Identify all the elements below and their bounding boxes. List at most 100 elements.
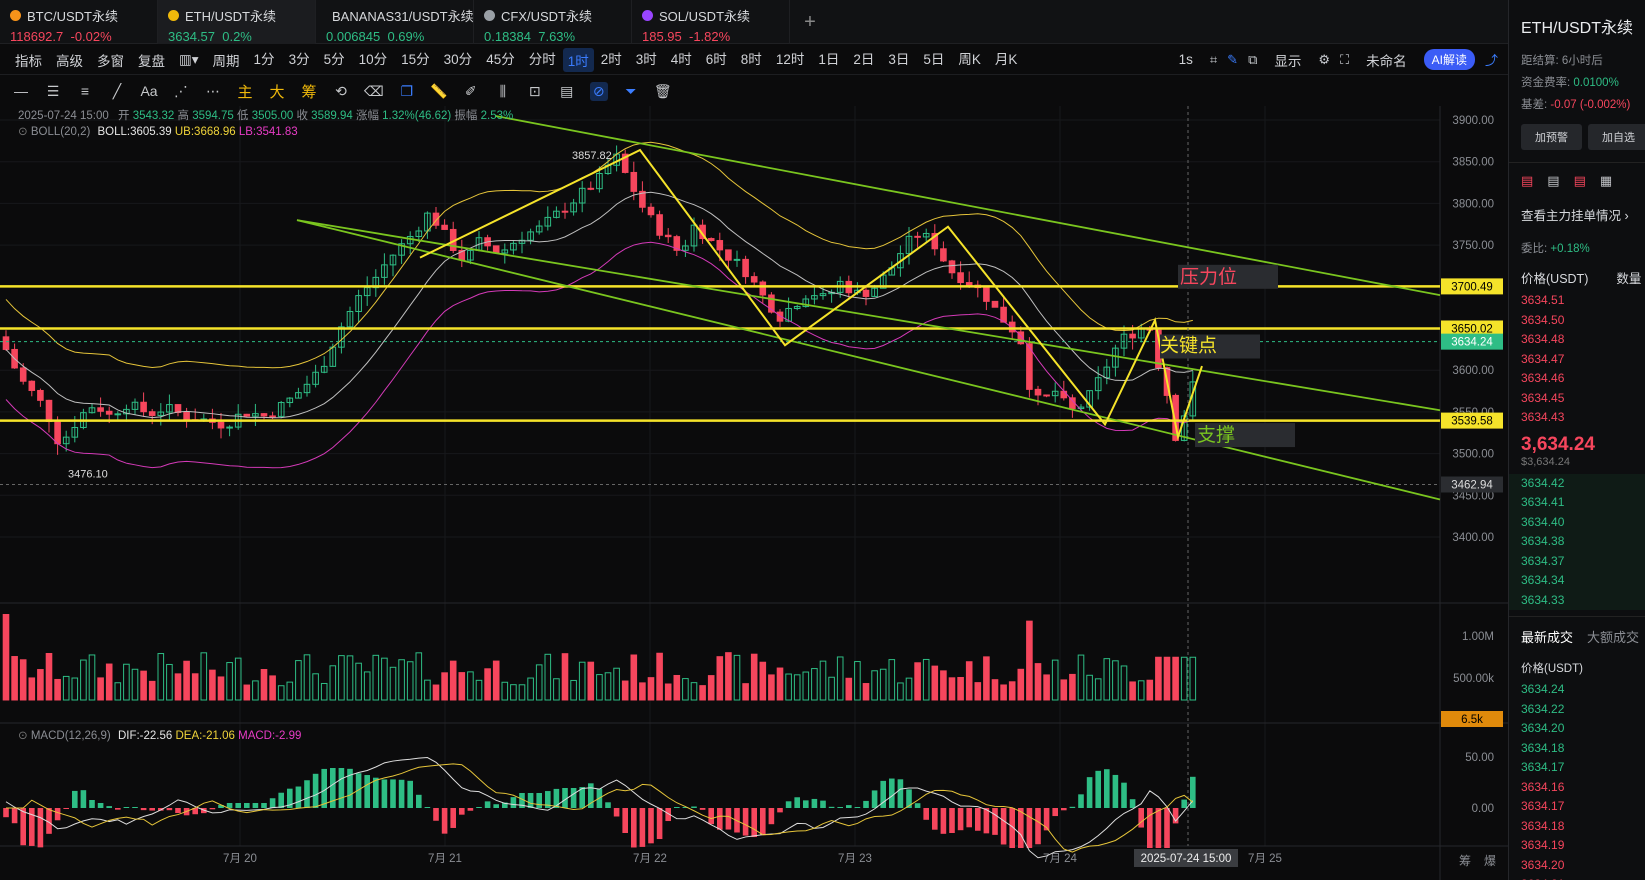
period-option[interactable]: 2时 (600, 51, 622, 67)
symbol-tab[interactable]: BANANAS31/USDT永续 0.006845 0.69% (316, 0, 474, 44)
layout-name-dropdown[interactable]: 未命名 (1366, 53, 1407, 69)
note-icon[interactable]: ▤ (560, 82, 574, 99)
price-row[interactable]: 3634.17 (1521, 760, 1565, 774)
period-option[interactable]: 3分 (288, 51, 310, 67)
add-watchlist-button[interactable]: 加自选 (1588, 124, 1645, 150)
interval-1s[interactable]: 1s (1178, 52, 1193, 67)
collapse-icon[interactable]: ⊙ (18, 730, 28, 742)
period-option[interactable]: 4时 (670, 51, 692, 67)
period-option[interactable]: 月K (994, 51, 1018, 67)
multi-window-button[interactable]: 多窗 (97, 53, 124, 69)
fullscreen-icon[interactable]: ⛶ (1340, 51, 1350, 67)
display-button[interactable]: 显示 (1274, 53, 1302, 69)
price-row[interactable]: 3634.22 (1521, 701, 1565, 716)
price-row[interactable]: 3634.33 (1521, 592, 1565, 607)
trend-line-icon[interactable]: ╱ (112, 82, 122, 99)
price-row[interactable]: 3634.18 (1521, 818, 1565, 833)
book-both-icon[interactable]: ▤ (1521, 173, 1534, 188)
price-row[interactable]: 3634.20 (1521, 857, 1565, 872)
period-option[interactable]: 15分 (401, 51, 430, 67)
price-row[interactable]: 3634.37 (1521, 553, 1565, 568)
price-row[interactable]: 3634.21 (1509, 875, 1645, 880)
chart-type-icon[interactable]: ▥▾ (179, 51, 199, 67)
period-option[interactable]: 10分 (358, 51, 388, 67)
period-option[interactable]: 1时 (562, 47, 594, 72)
period-option[interactable]: 3日 (888, 51, 910, 67)
period-option[interactable]: 12时 (775, 51, 805, 67)
big-trades-tab[interactable]: 大额成交 (1587, 630, 1640, 645)
period-option[interactable]: 1分 (253, 51, 275, 67)
gear-icon[interactable]: ⚙ (1318, 51, 1331, 67)
price-row[interactable]: 3634.24 (1521, 682, 1565, 696)
period-option[interactable]: 分时 (528, 51, 556, 67)
price-row[interactable]: 3634.48 (1521, 332, 1565, 346)
price-row[interactable]: 3634.20 (1521, 721, 1565, 735)
view-main-orders-link[interactable]: 查看主力挂单情况 › (1521, 209, 1629, 223)
trash-icon[interactable]: 🗑 (653, 82, 672, 99)
advanced-button[interactable]: 高级 (56, 53, 83, 69)
chip-toggle[interactable]: 筹 (301, 83, 317, 101)
boll-name[interactable]: BOLL(20,2) (30, 126, 91, 138)
price-row[interactable]: 3634.19 (1521, 838, 1565, 852)
period-option[interactable]: 30分 (443, 51, 473, 67)
indicator-button[interactable]: 指标 (15, 53, 42, 69)
book-ask-icon[interactable]: ▤ (1573, 173, 1586, 188)
symbol-tab[interactable]: ETH/USDT永续 3634.57 0.2% (158, 0, 316, 44)
book-grid-icon[interactable]: ▦ (1599, 173, 1613, 188)
symbol-tab[interactable]: CFX/USDT永续 0.18384 7.63% (474, 0, 632, 44)
share-icon[interactable]: ⤴ (1484, 53, 1498, 68)
main-chart-toggle[interactable]: 主 (237, 83, 253, 101)
price-row[interactable]: 3634.18 (1521, 740, 1565, 755)
more-icon[interactable]: ⋯ (206, 82, 220, 99)
price-row[interactable]: 3634.16 (1521, 779, 1565, 794)
lock-icon[interactable]: ⊡ (528, 82, 541, 99)
period-option[interactable]: 6时 (705, 51, 727, 67)
price-row[interactable]: 3634.17 (1521, 799, 1565, 813)
price-row[interactable]: 3634.34 (1521, 573, 1565, 587)
price-row[interactable]: 3634.40 (1521, 514, 1565, 529)
period-option[interactable]: 8时 (740, 51, 762, 67)
copy-icon[interactable]: ❐ (400, 82, 414, 99)
magnet-icon[interactable]: ⟲ (335, 82, 347, 99)
parallel-lines-icon[interactable]: ≡ (80, 83, 90, 99)
collapse-icon[interactable]: ⊙ (18, 126, 28, 138)
price-row[interactable]: 3634.47 (1521, 351, 1565, 366)
trades-tab[interactable]: 最新成交 (1521, 630, 1574, 645)
ai-interpret-button[interactable]: AI解读 (1423, 49, 1475, 70)
kline-chart[interactable]: 3900.003850.003800.003750.003700.003650.… (0, 106, 1508, 880)
period-option[interactable]: 2日 (853, 51, 875, 67)
period-option[interactable]: 1日 (818, 51, 840, 67)
price-row[interactable]: 3634.51 (1521, 293, 1565, 307)
symbol-tab[interactable]: SOL/USDT永续 185.95 -1.82% (632, 0, 790, 44)
camera-icon[interactable]: ⌗ (1209, 51, 1218, 67)
eraser-icon[interactable]: ⌫ (364, 82, 384, 99)
period-option[interactable]: 周K (958, 51, 981, 67)
macd-name[interactable]: MACD(12,26,9) (30, 730, 111, 742)
price-row[interactable]: 3634.43 (1521, 410, 1565, 424)
price-row[interactable]: 3634.46 (1521, 371, 1565, 385)
add-alert-button[interactable]: 加预警 (1521, 124, 1582, 150)
price-row[interactable]: 3634.38 (1521, 534, 1565, 548)
horizontal-line-icon[interactable]: — (14, 83, 28, 99)
filter-icon[interactable]: ⏷ (625, 82, 637, 99)
big-order-toggle[interactable]: 大 (269, 83, 285, 101)
candle-icon[interactable]: ⫼ (499, 82, 507, 99)
book-bid-icon[interactable]: ▤ (1547, 173, 1560, 188)
period-option[interactable]: 5日 (923, 51, 945, 67)
ruler-icon[interactable]: 📏 (430, 82, 448, 99)
link-icon[interactable]: ⊘ (589, 81, 608, 101)
period-option[interactable]: 3时 (635, 51, 657, 67)
symbol-tab[interactable]: BTC/USDT永续 118692.7 -0.02% (0, 0, 158, 44)
text-tool-icon[interactable]: Aa (140, 83, 158, 99)
draw-pen-icon[interactable]: ✎ (1227, 51, 1239, 67)
wave-tool-icon[interactable]: ⋰ (174, 82, 188, 99)
period-dropdown[interactable]: 周期 (212, 53, 240, 69)
price-row[interactable]: 3634.41 (1521, 495, 1565, 509)
price-row[interactable]: 3634.50 (1521, 312, 1565, 327)
layout-icon[interactable]: ⧉ (1248, 51, 1258, 67)
period-option[interactable]: 5分 (323, 51, 345, 67)
price-row[interactable]: 3634.42 (1521, 475, 1565, 490)
price-row[interactable]: 3634.45 (1521, 390, 1565, 405)
replay-button[interactable]: 复盘 (138, 53, 165, 69)
lines-icon[interactable]: ☰ (46, 82, 60, 99)
